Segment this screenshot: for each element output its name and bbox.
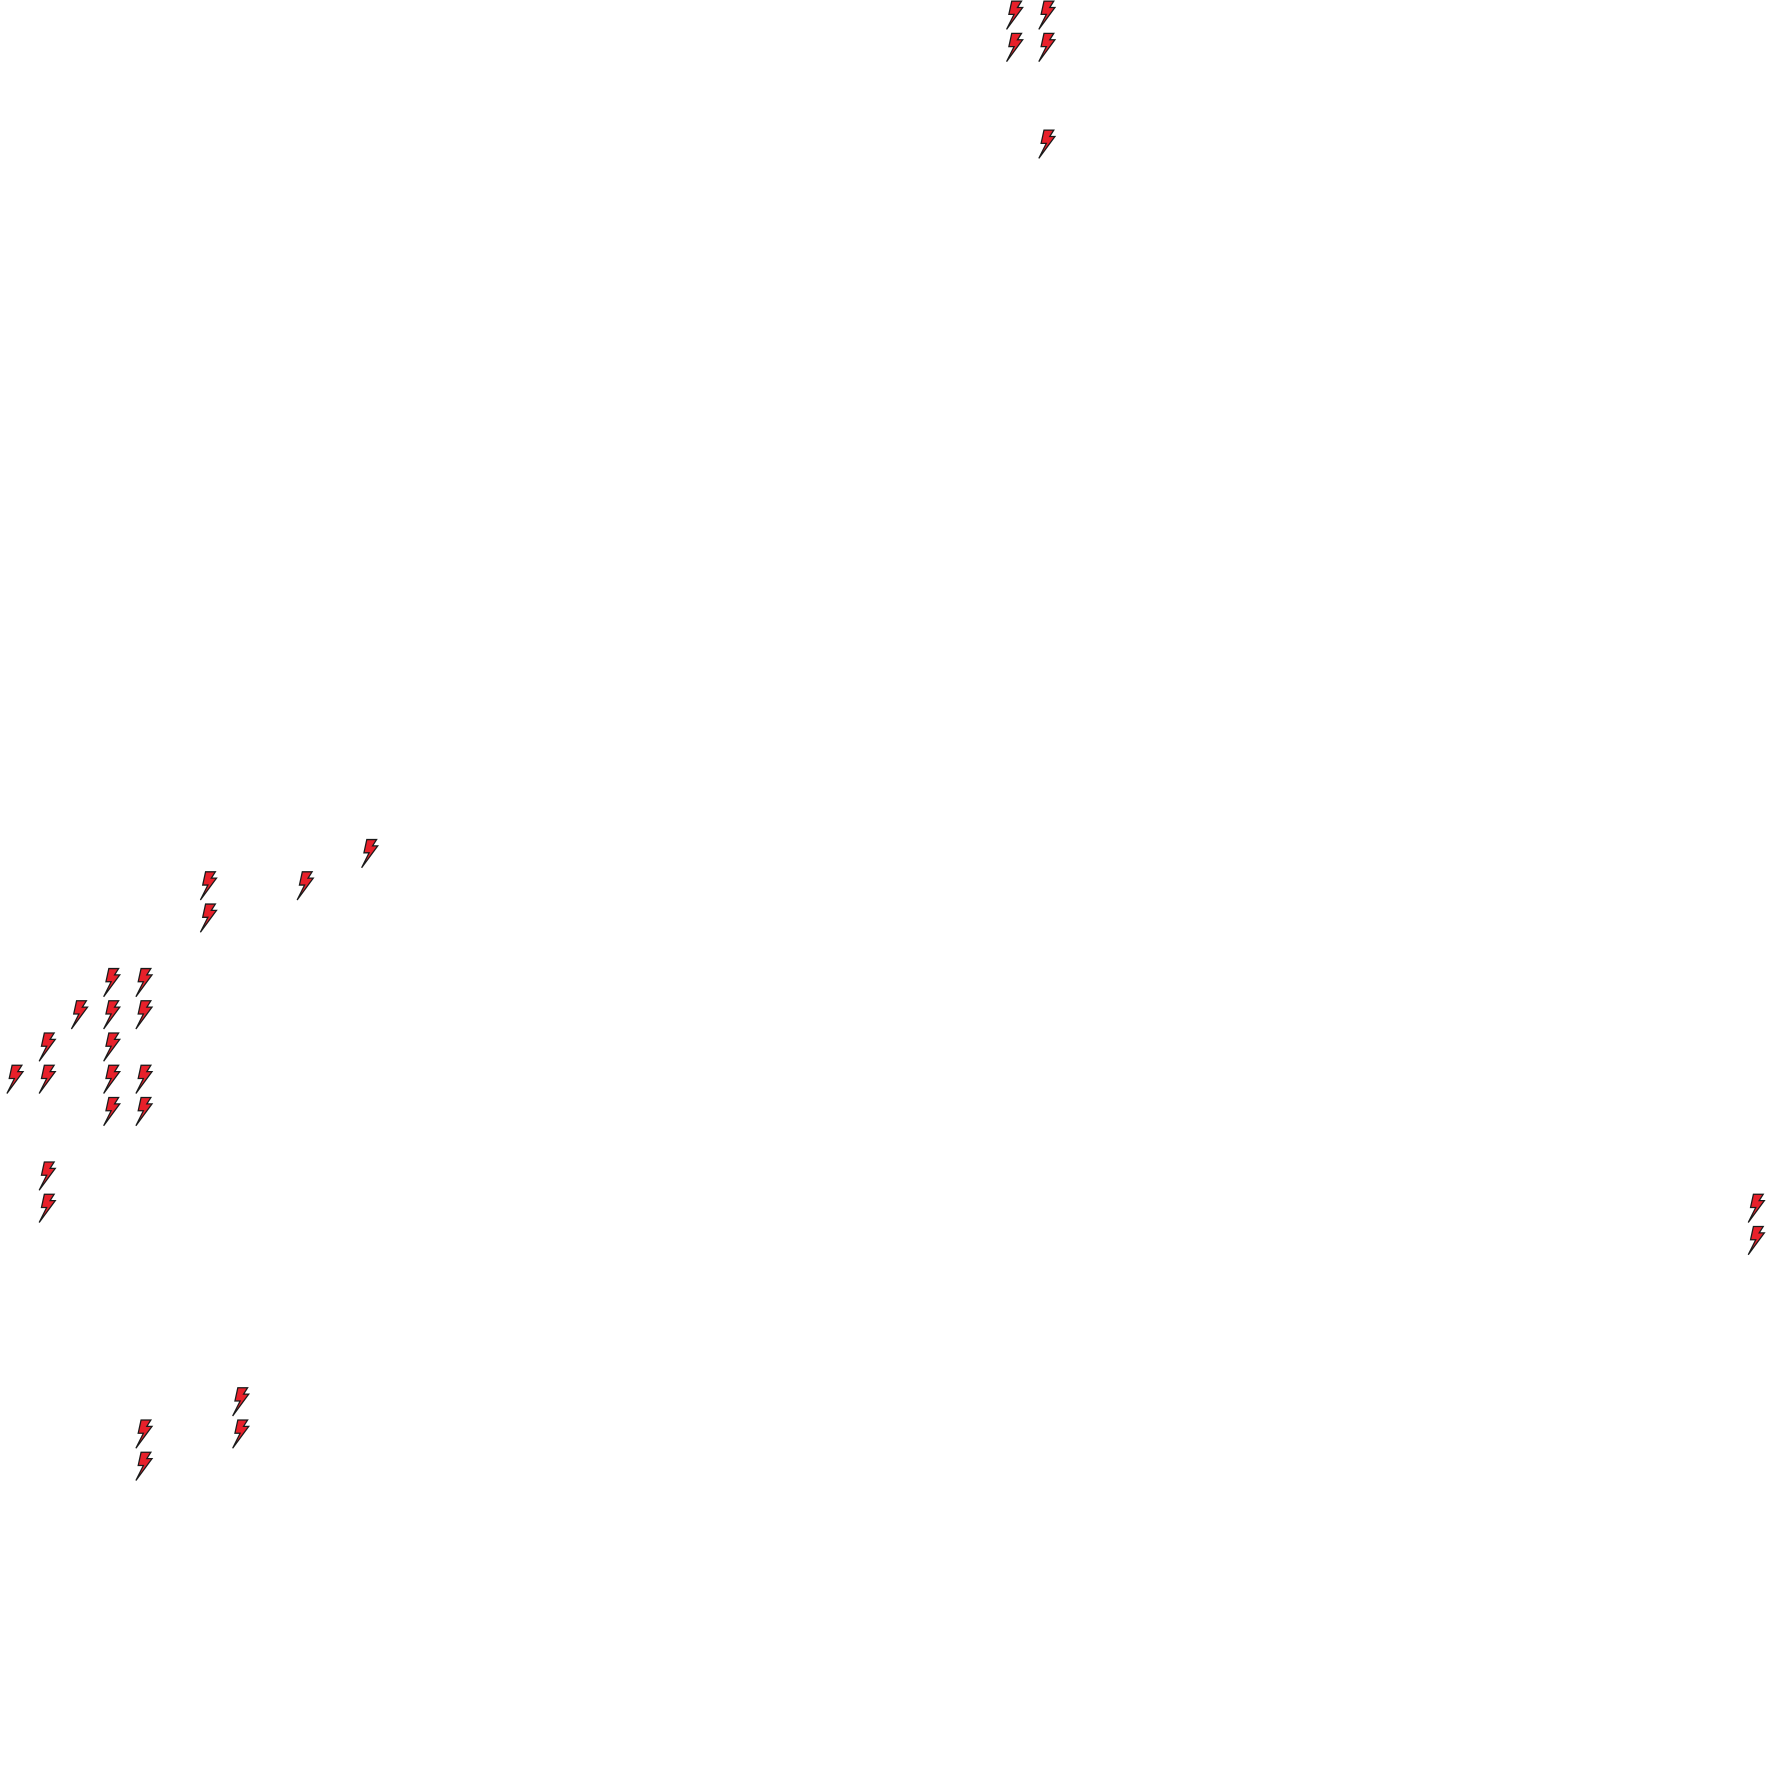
map-layer (0, 0, 1792, 1792)
page (0, 0, 1792, 1792)
map-background (0, 0, 1792, 1792)
